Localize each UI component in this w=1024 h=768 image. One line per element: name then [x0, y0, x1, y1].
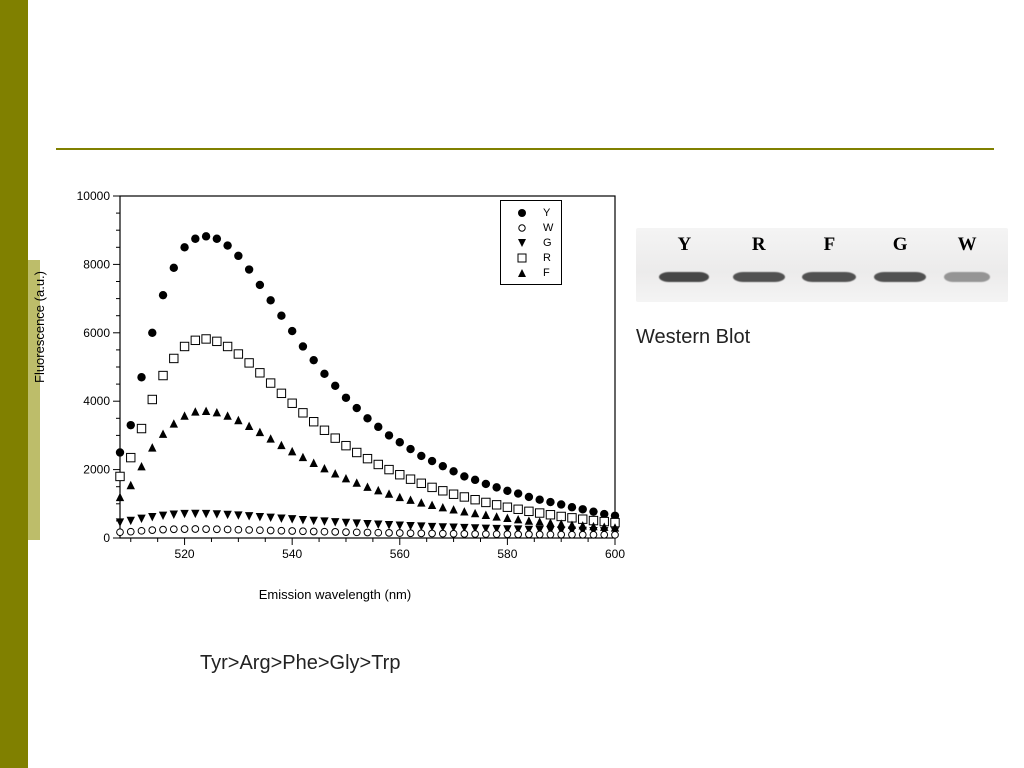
western-blot: YRFGW — [636, 228, 1008, 302]
legend-item: G — [507, 235, 553, 250]
blot-band — [874, 272, 926, 282]
blot-strip: YRFGW — [636, 228, 1008, 302]
svg-text:10000: 10000 — [77, 189, 111, 203]
svg-text:600: 600 — [605, 547, 625, 561]
legend-item: W — [507, 220, 553, 235]
blot-lane-label: W — [958, 234, 977, 256]
blot-lane-label: G — [893, 234, 908, 256]
chart-legend: YWGRF — [500, 200, 562, 285]
fluorescence-chart: 0200040006000800010000520540560580600 Fl… — [40, 178, 630, 608]
blot-band — [733, 272, 785, 282]
divider-line — [56, 148, 994, 150]
blot-lane-label: R — [752, 234, 766, 256]
svg-text:2000: 2000 — [83, 463, 110, 477]
svg-text:580: 580 — [497, 547, 517, 561]
svg-text:8000: 8000 — [83, 257, 110, 271]
svg-text:6000: 6000 — [83, 326, 110, 340]
blot-band — [659, 272, 709, 282]
chart-xlabel: Emission wavelength (nm) — [40, 587, 630, 602]
blot-band — [944, 272, 990, 282]
legend-item: F — [507, 265, 553, 280]
svg-text:560: 560 — [390, 547, 410, 561]
svg-text:0: 0 — [103, 531, 110, 545]
blot-lane-label: F — [824, 234, 836, 256]
chart-ylabel: Fluorescence (a.u.) — [32, 271, 47, 383]
legend-item: R — [507, 250, 553, 265]
svg-text:540: 540 — [282, 547, 302, 561]
svg-text:520: 520 — [175, 547, 195, 561]
legend-item: Y — [507, 205, 553, 220]
blot-label-row: YRFGW — [636, 234, 1008, 256]
blot-caption: Western Blot — [636, 326, 750, 349]
blot-band — [802, 272, 856, 282]
blot-lane-label: Y — [677, 234, 691, 256]
svg-text:4000: 4000 — [83, 394, 110, 408]
ordering-caption: Tyr>Arg>Phe>Gly>Trp — [200, 652, 400, 675]
side-strip — [0, 0, 28, 768]
